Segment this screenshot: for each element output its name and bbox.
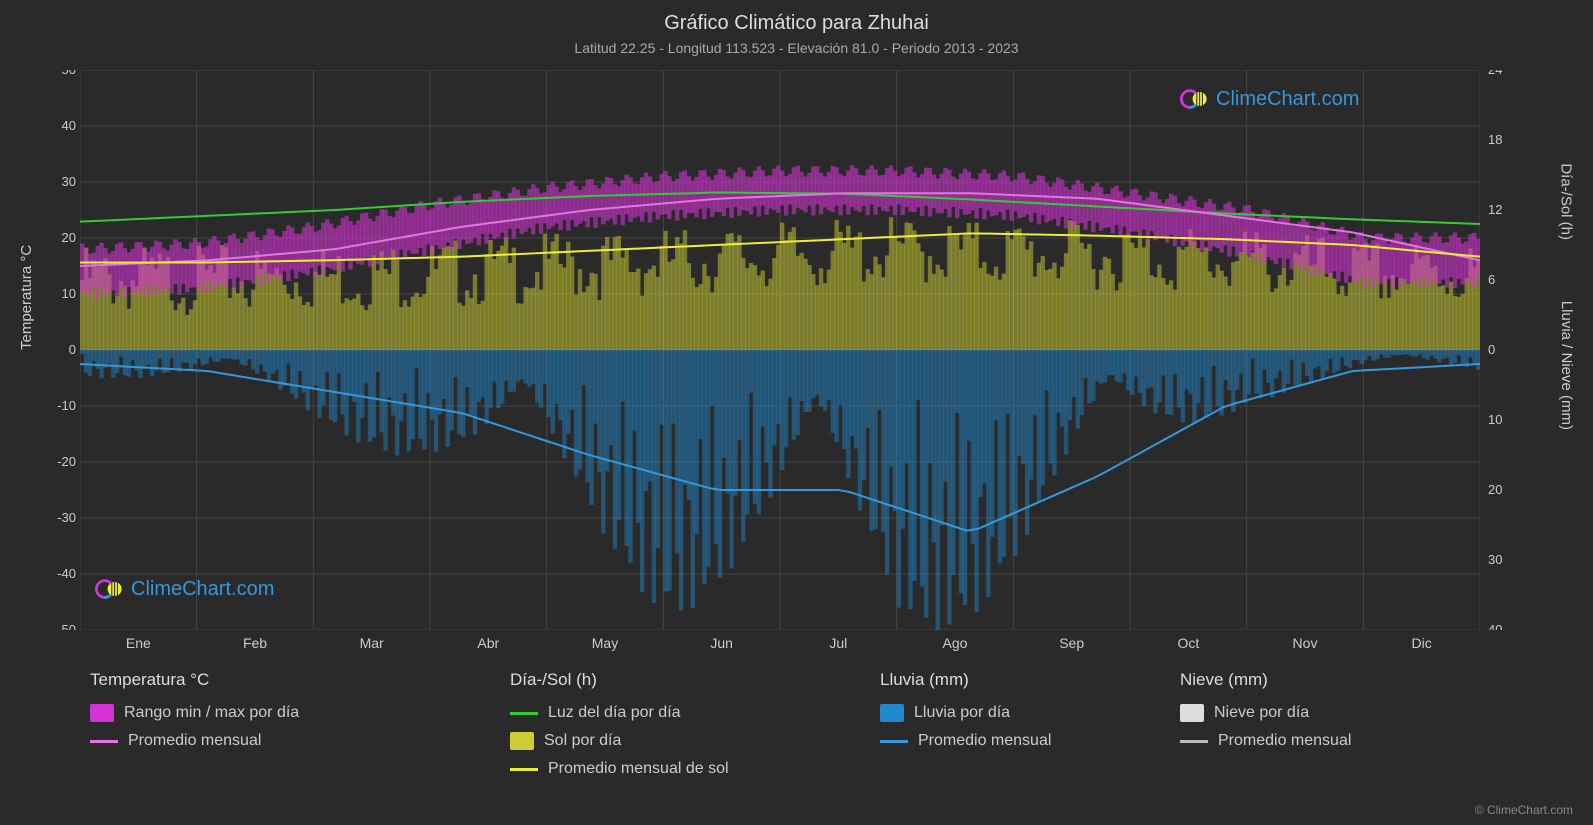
right-top-tick-label: 6: [1488, 272, 1495, 287]
legend-item: Nieve por día: [1180, 704, 1351, 722]
left-tick-label: -50: [57, 622, 76, 630]
legend-item: Promedio mensual: [880, 732, 1051, 750]
month-ticks: Ene Feb Mar Abr May Jun Jul Ago Sep Oct Nov Dic: [80, 630, 1480, 660]
legend-swatch-icon: [1180, 704, 1204, 722]
left-tick-label: 50: [62, 70, 76, 77]
legend-item: Luz del día por día: [510, 704, 729, 722]
legend-header: Día-/Sol (h): [510, 670, 729, 690]
legend-column: Nieve (mm) Nieve por día Promedio mensual: [1180, 670, 1351, 750]
month-label: Mar: [360, 635, 384, 651]
month-label: Nov: [1293, 635, 1318, 651]
copyright: © ClimeChart.com: [1475, 803, 1573, 817]
legend-column: Lluvia (mm) Lluvia por día Promedio mensua…: [880, 670, 1051, 750]
legend-swatch-icon: [510, 732, 534, 750]
month-label: Abr: [477, 635, 499, 651]
legend-item: Rango min / max por día: [90, 704, 299, 722]
legend-header: Temperatura °C: [90, 670, 299, 690]
legend-swatch-icon: [90, 704, 114, 722]
right-ticks: 0 6 12 18 24 10 20 30 40: [1480, 70, 1530, 630]
right-bottom-tick-label: 30: [1488, 552, 1502, 567]
legend-item: Sol por día: [510, 732, 729, 750]
y-axis-right-top-label: Día-/Sol (h): [1558, 163, 1575, 240]
legend-column: Temperatura °C Rango min / max por día Pro…: [90, 670, 299, 750]
legend-item: Promedio mensual: [1180, 732, 1351, 750]
legend-label: Rango min / max por día: [124, 704, 299, 722]
legend-label: Promedio mensual: [1218, 732, 1351, 750]
legend-line-icon: [1180, 740, 1208, 743]
month-label: Jul: [829, 635, 847, 651]
month-label: May: [592, 635, 618, 651]
legend-label: Promedio mensual: [128, 732, 261, 750]
left-ticks: -50 -40 -30 -20 -10 0 10 20 30 40 50: [40, 70, 80, 630]
left-tick-label: -10: [57, 398, 76, 413]
left-tick-label: 20: [62, 230, 76, 245]
right-top-tick-label: 24: [1488, 70, 1502, 77]
month-label: Dic: [1412, 635, 1432, 651]
month-label: Feb: [243, 635, 267, 651]
right-top-tick-label: 12: [1488, 202, 1502, 217]
legend-item: Lluvia por día: [880, 704, 1051, 722]
y-axis-left-label: Temperatura °C: [18, 245, 35, 350]
y-axis-right-bottom-label: Lluvia / Nieve (mm): [1558, 301, 1575, 430]
left-tick-label: 40: [62, 118, 76, 133]
legend-label: Luz del día por día: [548, 704, 681, 722]
month-label: Ago: [943, 635, 968, 651]
month-label: Ene: [126, 635, 151, 651]
right-bottom-tick-label: 10: [1488, 412, 1502, 427]
left-tick-label: -40: [57, 566, 76, 581]
left-tick-label: 30: [62, 174, 76, 189]
month-label: Sep: [1059, 635, 1084, 651]
chart-subtitle: Latitud 22.25 - Longitud 113.523 - Eleva…: [0, 40, 1593, 56]
month-label: Jun: [710, 635, 733, 651]
right-top-tick-label: 0: [1488, 342, 1495, 357]
month-label: Oct: [1177, 635, 1199, 651]
legend-label: Lluvia por día: [914, 704, 1010, 722]
plot-area: [80, 70, 1480, 630]
legend-item: Promedio mensual: [90, 732, 299, 750]
right-bottom-tick-label: 40: [1488, 622, 1502, 630]
chart-container: Gráfico Climático para Zhuhai Latitud 22…: [0, 0, 1593, 825]
chart-title: Gráfico Climático para Zhuhai: [0, 12, 1593, 35]
legend-swatch-icon: [880, 704, 904, 722]
legend-column: Día-/Sol (h) Luz del día por día Sol por d…: [510, 670, 729, 778]
legend-line-icon: [510, 712, 538, 715]
legend-label: Sol por día: [544, 732, 621, 750]
legend-line-icon: [510, 768, 538, 771]
legend-header: Nieve (mm): [1180, 670, 1351, 690]
left-tick-label: -30: [57, 510, 76, 525]
legend-label: Nieve por día: [1214, 704, 1309, 722]
legend-line-icon: [880, 740, 908, 743]
legend-label: Promedio mensual de sol: [548, 760, 729, 778]
left-tick-label: 0: [69, 342, 76, 357]
left-tick-label: 10: [62, 286, 76, 301]
right-top-tick-label: 18: [1488, 132, 1502, 147]
left-tick-label: -20: [57, 454, 76, 469]
right-bottom-tick-label: 20: [1488, 482, 1502, 497]
legend-item: Promedio mensual de sol: [510, 760, 729, 778]
legend-line-icon: [90, 740, 118, 743]
legend-header: Lluvia (mm): [880, 670, 1051, 690]
legend-label: Promedio mensual: [918, 732, 1051, 750]
